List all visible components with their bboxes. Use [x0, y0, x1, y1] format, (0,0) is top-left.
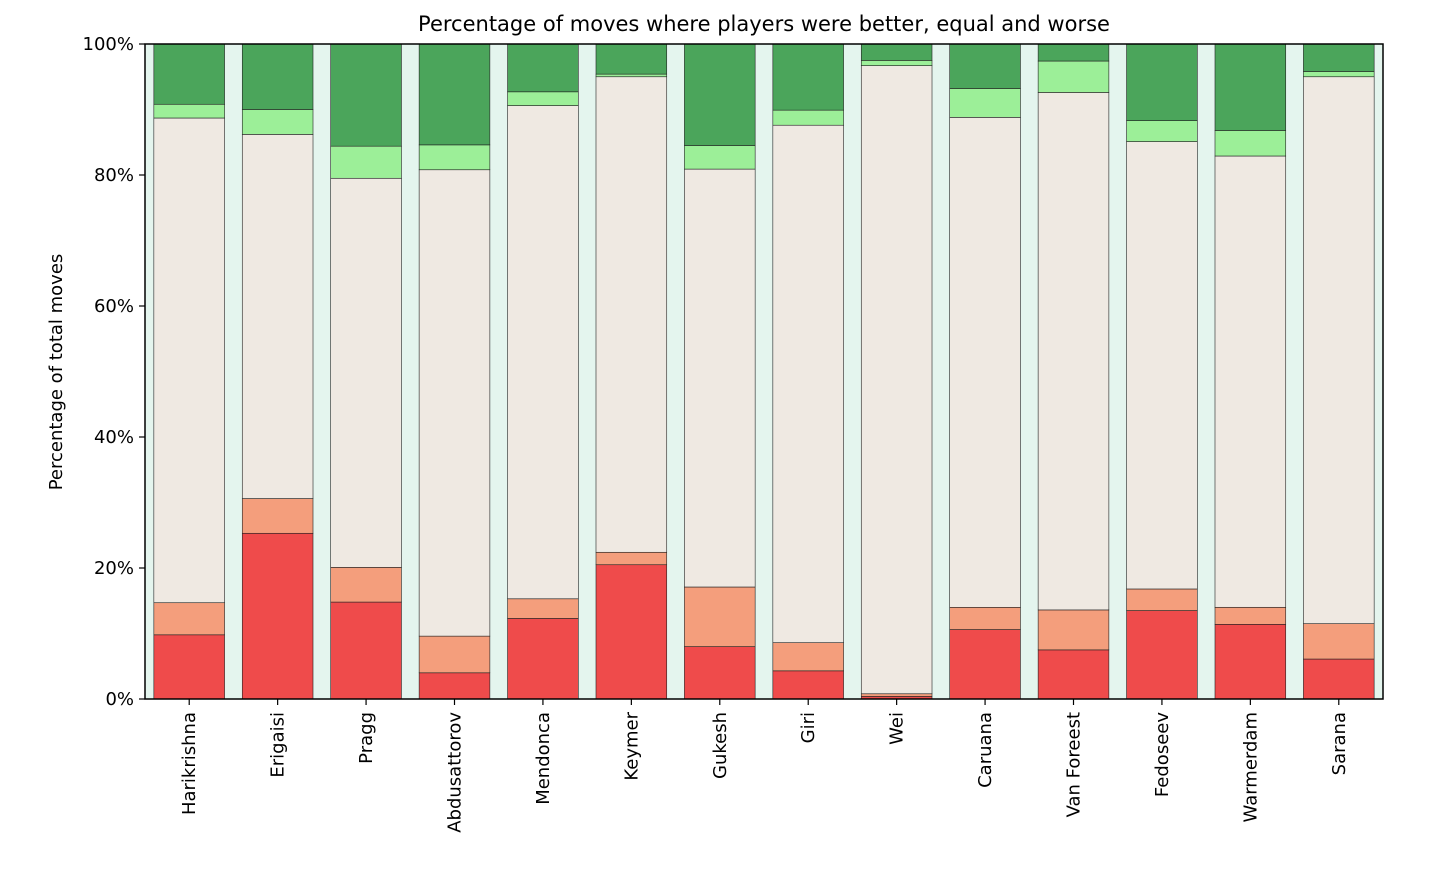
y-axis: 0% 20% 40% 60% 80% 100%	[83, 34, 145, 710]
bar-segment-mendonca-3	[507, 105, 579, 600]
bar-segment-wei-2	[860, 693, 933, 697]
bar-segment-harikrishna-2	[153, 602, 225, 636]
bar-segment-erigaisi-4	[241, 109, 314, 135]
bar-segment-mendonca-2	[507, 598, 579, 619]
bar-segment-fedoseev-4	[1126, 120, 1198, 142]
bar-segment-erigaisi-3	[241, 134, 314, 499]
bar-segment-warmerdam-1	[1214, 624, 1287, 700]
bar-segment-harikrishna-4	[153, 103, 225, 119]
bar-segment-gukesh-4	[684, 145, 756, 170]
y-tick-label: 0%	[105, 689, 134, 710]
bar-segment-van-foreest-4	[1037, 60, 1110, 93]
bar-segment-sarana-4	[1303, 71, 1375, 78]
bar-segment-mendonca-1	[507, 618, 579, 700]
y-axis-label: Percentage of total moves	[46, 254, 67, 491]
bar-segment-keymer-1	[595, 564, 668, 700]
bar-segment-wei-5	[860, 43, 933, 61]
bar-segment-sarana-5	[1303, 43, 1375, 72]
bar-segment-gukesh-1	[684, 646, 756, 700]
x-tick-label: Erigaisi	[268, 712, 289, 778]
bar-segment-pragg-2	[330, 567, 402, 603]
bar-segment-gukesh-2	[684, 586, 756, 647]
x-tick-label: Giri	[798, 712, 819, 743]
bar-segment-warmerdam-2	[1214, 606, 1287, 625]
bar-segment-pragg-1	[330, 601, 402, 700]
bar-segment-caruana-4	[949, 88, 1021, 118]
bar-segment-fedoseev-1	[1126, 610, 1198, 700]
bar-segment-fedoseev-5	[1126, 43, 1198, 121]
plot-frame	[144, 43, 1384, 700]
bar-segment-warmerdam-3	[1214, 155, 1287, 608]
bar-segment-erigaisi-5	[241, 43, 314, 110]
x-tick-label: Van Foreest	[1064, 712, 1085, 817]
bar-segment-keymer-3	[595, 76, 668, 553]
bar-segment-giri-3	[772, 124, 844, 643]
y-tick-label: 40%	[94, 427, 134, 448]
x-tick-label: Pragg	[356, 712, 377, 764]
y-tick-label: 60%	[94, 296, 134, 317]
x-tick-label: Caruana	[975, 712, 996, 788]
y-tick-label: 100%	[83, 34, 134, 55]
bar-segment-harikrishna-1	[153, 634, 225, 700]
x-tick-label: Harikrishna	[179, 712, 200, 815]
bar-segment-warmerdam-5	[1214, 43, 1287, 131]
bar-segment-abdusattorov-2	[418, 635, 491, 674]
x-tick-label: Keymer	[621, 711, 642, 780]
x-tick-label: Warmerdam	[1240, 712, 1261, 822]
bar-segment-abdusattorov-5	[418, 43, 491, 146]
bar-segment-pragg-5	[330, 43, 402, 147]
bar-segment-harikrishna-3	[153, 117, 225, 604]
x-axis: Harikrishna Erigaisi Pragg Abdusattorov Mend…	[179, 699, 1350, 833]
bar-segment-caruana-1	[949, 629, 1021, 700]
bar-segment-harikrishna-5	[153, 43, 225, 105]
bar-segment-gukesh-5	[684, 43, 756, 146]
bar-segment-giri-1	[772, 670, 844, 700]
bar-segment-keymer-4	[595, 73, 668, 78]
x-tick-label: Mendonca	[533, 712, 554, 805]
bar-segment-warmerdam-4	[1214, 130, 1287, 157]
bar-segment-pragg-3	[330, 177, 402, 568]
chart-title: Percentage of moves where players were b…	[418, 12, 1110, 36]
x-tick-label: Gukesh	[710, 712, 731, 779]
bar-segment-giri-5	[772, 43, 844, 111]
bar-segment-caruana-3	[949, 117, 1021, 608]
bar-segment-keymer-5	[595, 43, 668, 75]
bar-segment-van-foreest-1	[1037, 649, 1110, 700]
bar-segment-fedoseev-3	[1126, 141, 1198, 590]
bar-segment-sarana-1	[1303, 658, 1375, 700]
bar-segment-fedoseev-2	[1126, 588, 1198, 611]
bar-segment-van-foreest-2	[1037, 609, 1110, 651]
bar-segment-mendonca-4	[507, 91, 579, 106]
bar-segment-giri-4	[772, 109, 844, 126]
x-tick-label: Wei	[887, 712, 908, 745]
bar-segment-abdusattorov-3	[418, 169, 491, 637]
bar-segment-van-foreest-3	[1037, 92, 1110, 611]
bar-segment-gukesh-3	[684, 168, 756, 588]
x-tick-label: Abdusattorov	[445, 712, 466, 833]
bar-segment-caruana-5	[949, 43, 1021, 89]
bar-segment-sarana-3	[1303, 76, 1375, 624]
y-tick-label: 80%	[94, 165, 134, 186]
bar-segment-wei-4	[860, 60, 933, 66]
x-tick-label: Sarana	[1329, 712, 1350, 775]
bar-segment-sarana-2	[1303, 623, 1375, 660]
x-tick-label: Fedoseev	[1152, 712, 1173, 797]
bar-segment-wei-3	[860, 65, 933, 695]
bars-group	[153, 43, 1375, 700]
bar-segment-abdusattorov-4	[418, 144, 491, 171]
bar-segment-keymer-2	[595, 551, 668, 566]
bar-segment-caruana-2	[949, 606, 1021, 630]
bar-segment-mendonca-5	[507, 43, 579, 93]
bar-segment-abdusattorov-1	[418, 672, 491, 700]
bar-segment-giri-2	[772, 642, 844, 672]
bar-segment-erigaisi-1	[241, 532, 314, 700]
bar-segment-erigaisi-2	[241, 498, 314, 534]
bar-segment-pragg-4	[330, 145, 402, 179]
y-tick-label: 20%	[94, 558, 134, 579]
bar-segment-van-foreest-5	[1037, 43, 1110, 62]
